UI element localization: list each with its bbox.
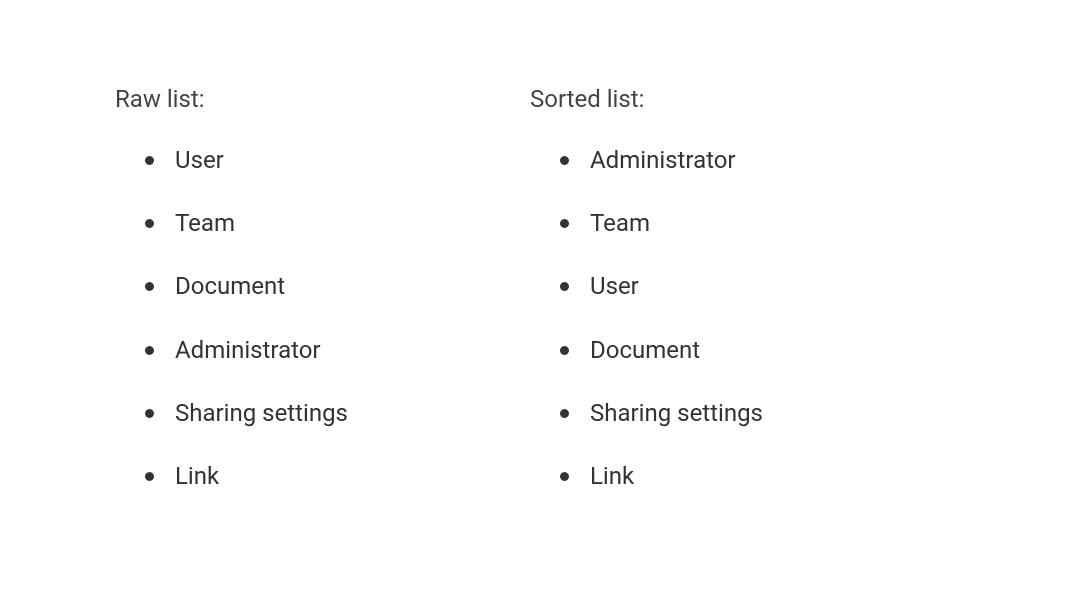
two-column-container: Raw list: User Team Document Administrat… bbox=[0, 0, 1092, 524]
list-item: Administrator bbox=[145, 335, 530, 366]
list-item: User bbox=[560, 271, 945, 302]
list-item: Link bbox=[145, 461, 530, 492]
sorted-list-column: Sorted list: Administrator Team User Doc… bbox=[530, 85, 945, 524]
list-item: Document bbox=[560, 335, 945, 366]
list-item: Team bbox=[560, 208, 945, 239]
raw-list-column: Raw list: User Team Document Administrat… bbox=[115, 85, 530, 524]
sorted-list-heading: Sorted list: bbox=[530, 85, 945, 113]
list-item: Sharing settings bbox=[560, 398, 945, 429]
list-item: Document bbox=[145, 271, 530, 302]
list-item: User bbox=[145, 145, 530, 176]
raw-list: User Team Document Administrator Sharing… bbox=[115, 145, 530, 492]
sorted-list: Administrator Team User Document Sharing… bbox=[530, 145, 945, 492]
list-item: Administrator bbox=[560, 145, 945, 176]
raw-list-heading: Raw list: bbox=[115, 85, 530, 113]
list-item: Sharing settings bbox=[145, 398, 530, 429]
list-item: Team bbox=[145, 208, 530, 239]
list-item: Link bbox=[560, 461, 945, 492]
